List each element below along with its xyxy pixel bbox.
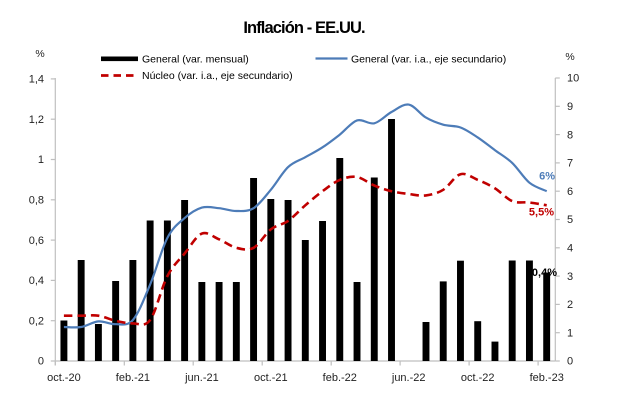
svg-text:0: 0	[567, 356, 573, 368]
svg-text:0,4: 0,4	[29, 275, 44, 287]
svg-text:feb.-23: feb.-23	[530, 372, 564, 384]
svg-text:%: %	[565, 51, 574, 63]
svg-text:4: 4	[567, 243, 573, 255]
svg-text:8: 8	[567, 129, 573, 141]
svg-text:1,2: 1,2	[29, 114, 44, 126]
svg-text:10: 10	[567, 73, 579, 85]
svg-text:1,4: 1,4	[29, 74, 44, 86]
svg-text:%: %	[35, 48, 44, 60]
svg-text:jun.-22: jun.-22	[391, 372, 426, 384]
svg-text:0,2: 0,2	[29, 315, 44, 327]
svg-text:feb.-22: feb.-22	[323, 372, 357, 384]
svg-text:oct.-22: oct.-22	[461, 372, 495, 384]
svg-text:1: 1	[38, 154, 44, 166]
svg-text:9: 9	[567, 101, 573, 113]
svg-text:feb.-21: feb.-21	[116, 372, 150, 384]
svg-text:2: 2	[567, 299, 573, 311]
svg-text:7: 7	[567, 158, 573, 170]
svg-text:0: 0	[38, 356, 44, 368]
svg-text:3: 3	[567, 271, 573, 283]
svg-text:Inflación - EE.UU.: Inflación - EE.UU.	[243, 19, 365, 37]
svg-text:General (var. mensual): General (var. mensual)	[142, 54, 249, 66]
svg-text:General (var. i.a., eje secund: General (var. i.a., eje secundario)	[351, 54, 506, 66]
svg-text:0,4%: 0,4%	[532, 267, 557, 279]
svg-text:5: 5	[567, 214, 573, 226]
svg-text:1: 1	[567, 327, 573, 339]
svg-text:0,6: 0,6	[29, 235, 44, 247]
svg-text:oct.-21: oct.-21	[254, 372, 288, 384]
svg-text:0,8: 0,8	[29, 195, 44, 207]
svg-text:Núcleo (var. i.a., eje secunda: Núcleo (var. i.a., eje secundario)	[142, 70, 293, 82]
svg-text:oct.-20: oct.-20	[47, 372, 81, 384]
svg-text:6%: 6%	[539, 171, 555, 183]
svg-text:jun.-21: jun.-21	[184, 372, 219, 384]
svg-text:5,5%: 5,5%	[529, 207, 554, 219]
svg-text:6: 6	[567, 186, 573, 198]
